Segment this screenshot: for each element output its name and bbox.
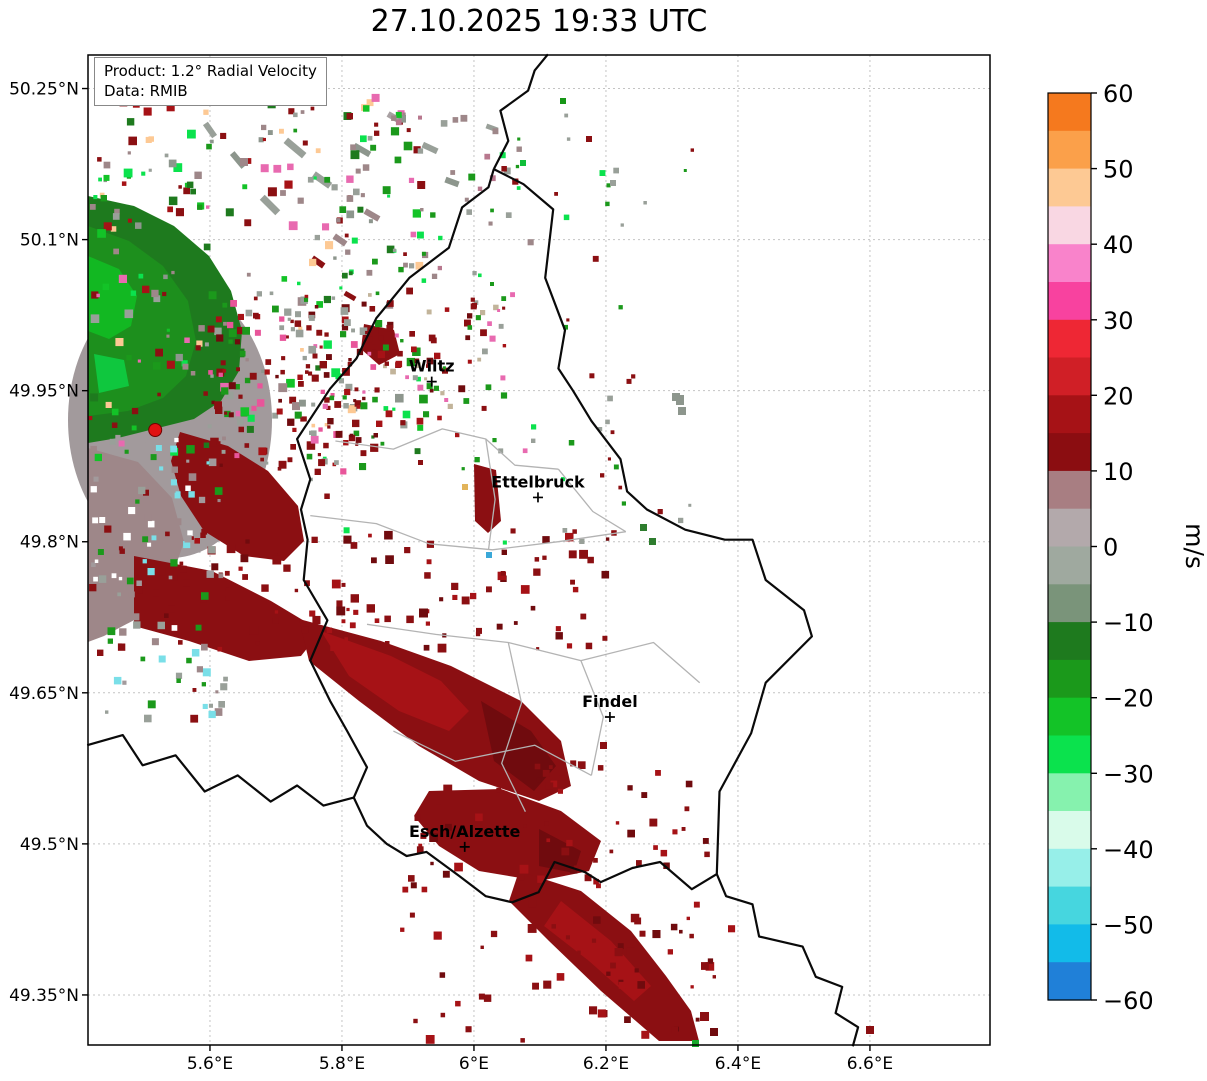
- product-line: Product: 1.2° Radial Velocity: [104, 62, 317, 80]
- y-tick-label: 49.8°N: [20, 533, 79, 553]
- field-blob-green-bright-2: [94, 354, 129, 393]
- radar-site-marker: [148, 423, 163, 437]
- city-markers: Wiltz Ettelbruck Findel Esch/Alzette: [409, 357, 638, 852]
- colorbar-tick-label: −40: [1103, 836, 1154, 864]
- radar-dot-icon: [148, 423, 163, 437]
- colorbar-tick-label: 30: [1103, 307, 1134, 335]
- axes: 5.6°E 5.8°E 6°E 6.2°E 6.4°E 6.6°E 50.25°N 50.1°…: [9, 54, 991, 1074]
- colorbar-tick-label: 40: [1103, 231, 1134, 259]
- y-tick-label: 50.1°N: [20, 231, 79, 251]
- field-blob-red-clump-ettelbruck: [474, 464, 501, 533]
- colorbar-tick-label: −30: [1103, 760, 1154, 788]
- field-blob-red-band-west: [134, 556, 321, 661]
- field-blob-green-bright-1: [88, 256, 137, 339]
- y-tick-label: 49.35°N: [9, 986, 79, 1006]
- city-label: Esch/Alzette: [409, 822, 521, 841]
- city-label: Wiltz: [409, 357, 455, 376]
- city-label: Findel: [582, 692, 638, 711]
- x-tick-label: 5.6°E: [187, 1054, 233, 1074]
- data-source-line: Data: RMIB: [104, 82, 188, 101]
- city-cross-icon: [426, 376, 437, 387]
- y-tick-label: 49.5°N: [20, 835, 79, 855]
- colorbar-tick-label: −60: [1103, 987, 1154, 1015]
- x-tick-label: 6°E: [459, 1054, 489, 1074]
- city-label: Ettelbruck: [491, 472, 585, 491]
- field-blob-red-band-se-tail-light: [544, 901, 651, 1001]
- city-cross-icon: [459, 841, 470, 852]
- page-title: 27.10.2025 19:33 UTC: [370, 4, 708, 39]
- y-tick-label: 49.95°N: [9, 382, 79, 402]
- colorbar-unit-label: m/s: [1180, 523, 1207, 569]
- colorbar: 60 50 40 30 20 10 0 −10 −20 −30 −40 −50 −60: [1047, 80, 1154, 1015]
- colorbar-tick-label: −50: [1103, 911, 1154, 939]
- colorbar-tick-label: 0: [1103, 534, 1118, 562]
- field-blob-red-band-central-light: [321, 631, 469, 731]
- district-borders: [310, 428, 701, 812]
- field-blob-red-clump-radar: [171, 432, 304, 561]
- y-tick-label: 50.25°N: [9, 80, 79, 100]
- colorbar-tick-label: 10: [1103, 458, 1134, 486]
- country-borders: [86, 53, 860, 1047]
- x-tick-label: 6.2°E: [583, 1054, 629, 1074]
- x-tick-label: 5.8°E: [319, 1054, 365, 1074]
- y-tick-label: 49.65°N: [9, 684, 79, 704]
- x-tick-label: 6.6°E: [847, 1054, 893, 1074]
- colorbar-tick-label: 20: [1103, 382, 1134, 410]
- colorbar-tick-label: 60: [1103, 80, 1134, 108]
- city-cross-icon: [604, 711, 615, 722]
- city-cross-icon: [532, 492, 543, 503]
- colorbar-tick-label: 50: [1103, 156, 1134, 184]
- radar-velocity-field: [68, 93, 874, 1047]
- colorbar-tick-label: −20: [1103, 685, 1154, 713]
- colorbar-tick-label: −10: [1103, 609, 1154, 637]
- x-tick-label: 6.4°E: [715, 1054, 761, 1074]
- product-info-box: Product: 1.2° Radial Velocity Data: RMIB: [94, 57, 327, 106]
